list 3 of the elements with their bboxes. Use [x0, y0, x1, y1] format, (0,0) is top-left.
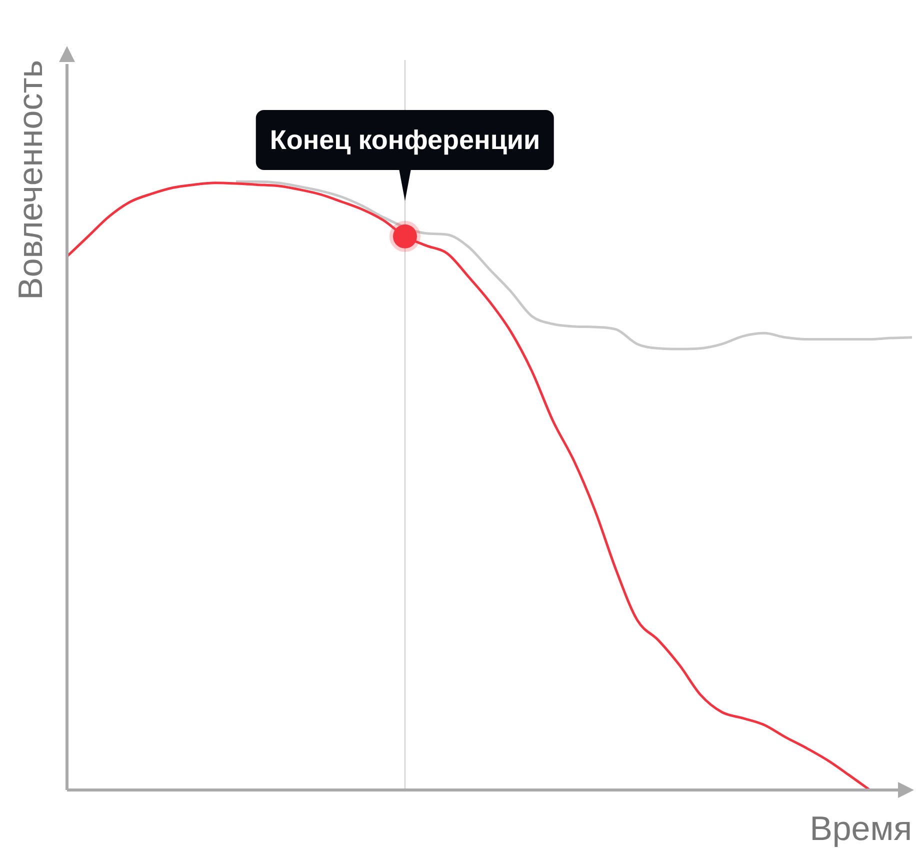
- x-axis-title: Время: [810, 810, 912, 848]
- y-axis-title: Вовлеченность: [12, 60, 50, 300]
- text: Конец конференции: [256, 110, 554, 170]
